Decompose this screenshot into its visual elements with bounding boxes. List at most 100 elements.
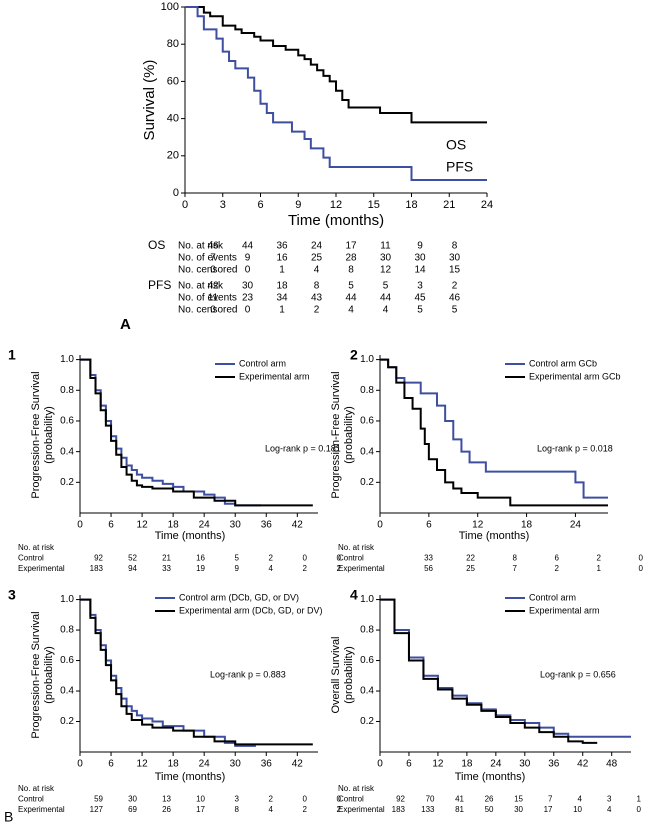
risk-value: 4 <box>314 265 320 276</box>
risk-value: 5 <box>235 554 240 563</box>
risk-value: 2 <box>303 805 308 814</box>
y-tick-label: 0.6 <box>360 416 374 427</box>
risk-value: 0 <box>210 265 216 276</box>
risk-value: 18 <box>276 281 288 292</box>
x-tick-label: 15 <box>368 199 380 211</box>
risk-value: 17 <box>196 805 205 814</box>
x-tick-label: 24 <box>199 759 211 770</box>
risk-value: 26 <box>485 795 494 804</box>
risk-value: 46 <box>207 241 219 252</box>
x-tick-label: 12 <box>137 759 149 770</box>
risk-value: 70 <box>426 795 435 804</box>
risk-value: 1 <box>637 795 642 804</box>
x-tick-label: 18 <box>521 520 533 531</box>
y-tick-label: 0.8 <box>60 625 74 636</box>
risk-value: 13 <box>162 795 171 804</box>
y-axis-label: (probability) <box>343 646 355 703</box>
survival-curve <box>80 358 262 507</box>
survival-curve <box>380 598 598 744</box>
y-tick-label: 0.8 <box>360 625 374 636</box>
x-tick-label: 0 <box>77 520 83 531</box>
risk-value: 8 <box>235 805 240 814</box>
series-label: OS <box>446 137 466 153</box>
legend-label: Control arm <box>529 592 576 602</box>
risk-value: 12 <box>380 265 392 276</box>
risk-value: 45 <box>414 293 426 304</box>
annotation: Log-rank p = 0.883 <box>210 669 286 679</box>
risk-value: 92 <box>94 554 103 563</box>
risk-row-label: No. of events <box>178 253 237 264</box>
risk-value: 33 <box>424 554 433 563</box>
risk-value: 24 <box>311 241 323 252</box>
legend-label: Experimental arm GCb <box>529 371 621 381</box>
risk-value: 6 <box>555 554 560 563</box>
risk-row-label: No. of events <box>178 293 237 304</box>
risk-value: 46 <box>449 293 461 304</box>
risk-value: 30 <box>128 795 137 804</box>
y-tick-label: 0.6 <box>360 655 374 666</box>
risk-value: 2 <box>269 795 274 804</box>
risk-value: 21 <box>162 554 171 563</box>
risk-value: 2 <box>269 554 274 563</box>
y-tick-label: 1.0 <box>60 354 74 365</box>
risk-value: 22 <box>466 554 475 563</box>
x-axis-label: Time (months) <box>288 212 384 229</box>
risk-value: 4 <box>578 795 583 804</box>
risk-value: 14 <box>414 265 426 276</box>
risk-value: 133 <box>421 805 435 814</box>
x-tick-label: 24 <box>570 520 582 531</box>
risk-value: 5 <box>383 281 389 292</box>
risk-group: PFS <box>148 278 171 292</box>
annotation: Log-rank p = 0.181 <box>265 443 341 453</box>
x-axis-label: Time (months) <box>155 530 226 542</box>
risk-value: 0 <box>337 554 342 563</box>
risk-value: 2 <box>555 564 560 573</box>
risk-value: 183 <box>392 805 406 814</box>
survival-curve <box>185 6 487 124</box>
risk-value: 11 <box>208 293 219 304</box>
panel-label: 3 <box>8 587 16 603</box>
risk-title: No. at risk <box>338 543 375 552</box>
x-tick-label: 6 <box>257 199 263 211</box>
risk-row-label: No. censored <box>178 265 237 276</box>
risk-value: 28 <box>345 253 357 264</box>
x-axis-label: Time (months) <box>455 771 526 783</box>
x-tick-label: 24 <box>199 520 211 531</box>
risk-row-label: Control <box>18 795 44 804</box>
x-tick-label: 12 <box>137 520 149 531</box>
risk-value: 4 <box>348 305 354 316</box>
survival-curve <box>80 358 313 507</box>
risk-value: 0 <box>245 265 251 276</box>
y-axis-label: Survival (%) <box>141 60 158 141</box>
risk-value: 127 <box>90 805 104 814</box>
y-tick-label: 100 <box>161 1 179 13</box>
risk-value: 0 <box>639 564 644 573</box>
y-tick-label: 40 <box>167 113 179 125</box>
y-tick-label: 0.8 <box>60 385 74 396</box>
risk-value: 25 <box>466 564 475 573</box>
x-tick-label: 21 <box>443 199 455 211</box>
risk-value: 25 <box>311 253 323 264</box>
annotation: Log-rank p = 0.656 <box>540 669 616 679</box>
x-tick-label: 3 <box>220 199 226 211</box>
x-axis-label: Time (months) <box>459 530 530 542</box>
risk-value: 30 <box>380 253 392 264</box>
risk-row-label: Experimental <box>18 564 65 573</box>
risk-value: 30 <box>449 253 461 264</box>
risk-value: 7 <box>210 253 216 264</box>
y-axis-label: Progression-Free Survival <box>30 371 42 498</box>
risk-value: 2 <box>337 805 342 814</box>
legend-label: Experimental arm <box>239 371 310 381</box>
panel-label: A <box>120 316 131 333</box>
panel-label: 2 <box>350 347 358 363</box>
risk-value: 4 <box>269 805 274 814</box>
annotation: Log-rank p = 0.018 <box>537 443 613 453</box>
risk-value: 81 <box>455 805 464 814</box>
risk-title: No. at risk <box>338 784 375 793</box>
risk-value: 19 <box>196 564 205 573</box>
risk-value: 3 <box>235 795 240 804</box>
risk-value: 0 <box>303 554 308 563</box>
risk-value: 1 <box>279 305 285 316</box>
risk-value: 17 <box>345 241 357 252</box>
